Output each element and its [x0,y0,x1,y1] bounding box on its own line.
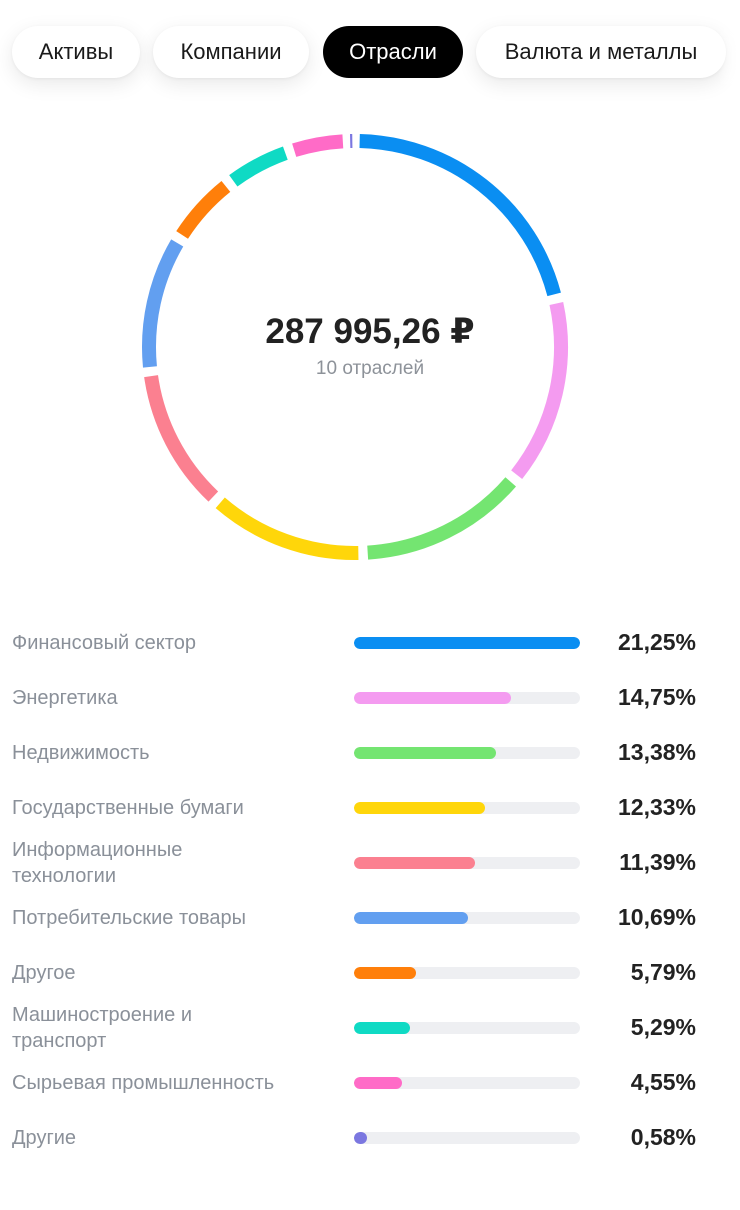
legend-label: Финансовый сектор [12,631,196,654]
tab-companies[interactable]: Компании [153,26,309,78]
legend-value: 0,58% [630,1124,696,1150]
industry-donut-chart [142,134,568,560]
bar-track [354,912,580,924]
legend-label: Информационные технологии [12,838,183,887]
bar-fill [354,967,416,979]
legend-row: Другие 0,58% [0,1110,740,1165]
industry-count: 10 отраслей [315,358,425,379]
legend-value: 13,38% [617,739,696,765]
bar-track [354,1132,580,1144]
legend-row: Другое 5,79% [0,945,740,1000]
legend-value: 21,25% [617,629,696,655]
tab-currency-metals[interactable]: Валюта и металлы [476,26,726,78]
bar-track [354,1022,580,1034]
legend-label: Машиностроение и транспорт [12,1003,192,1052]
bar-fill [354,1132,367,1144]
bar-track [354,692,580,704]
donut-segment [144,375,219,502]
legend-value: 12,33% [617,794,696,820]
legend-label: Государственные бумаги [12,796,244,819]
legend-value: 4,55% [630,1069,696,1095]
donut-segment [359,134,561,297]
legend-value: 5,29% [630,1014,696,1040]
legend-label: Потребительские товары [12,906,247,929]
legend-row: Сырьевая промышленность 4,55% [0,1055,740,1110]
legend-row: Недвижимость 13,38% [0,725,740,780]
donut-segment [176,181,231,239]
donut-segment [229,146,288,187]
bar-track [354,967,580,979]
legend-value: 5,79% [630,959,696,985]
bar-fill [354,747,497,759]
bar-fill [354,692,511,704]
bar-track [354,747,580,759]
bar-track [354,1077,580,1089]
bar-fill [354,1077,403,1089]
legend-value: 14,75% [617,684,696,710]
bar-fill [354,802,486,814]
legend-row: Потребительские товары 10,69% [0,890,740,945]
tab-industries[interactable]: Отрасли [323,26,463,78]
tab-bar-fade [718,20,740,84]
tab-bar: Активы Компании Отрасли Валюта и металлы [0,0,740,110]
legend-label: Другие [12,1126,77,1149]
bar-fill [354,857,476,869]
bar-track [354,802,580,814]
bar-fill [354,1022,411,1034]
portfolio-total: 287 995,26 ₽ [265,312,475,351]
donut-segment [367,477,516,560]
donut-segment [292,134,344,157]
bar-track [354,857,580,869]
legend-label: Недвижимость [12,741,150,764]
bar-fill [354,637,580,649]
legend-label: Другое [12,961,76,984]
legend-row: Машиностроение и транспорт 5,29% [0,1000,740,1055]
legend-label: Сырьевая промышленность [12,1071,275,1094]
bar-track [354,637,580,649]
bar-fill [354,912,468,924]
legend-label: Энергетика [12,686,118,709]
legend-row: Государственные бумаги 12,33% [0,780,740,835]
legend-row: Финансовый сектор 21,25% [0,615,740,670]
donut-segment [142,239,184,368]
legend-row: Информационные технологии 11,39% [0,835,740,890]
tab-assets[interactable]: Активы [12,26,140,78]
donut-segment [511,301,568,480]
legend-value: 10,69% [617,904,696,930]
donut-segment [215,497,359,560]
legend-row: Энергетика 14,75% [0,670,740,725]
legend-value: 11,39% [619,849,696,875]
